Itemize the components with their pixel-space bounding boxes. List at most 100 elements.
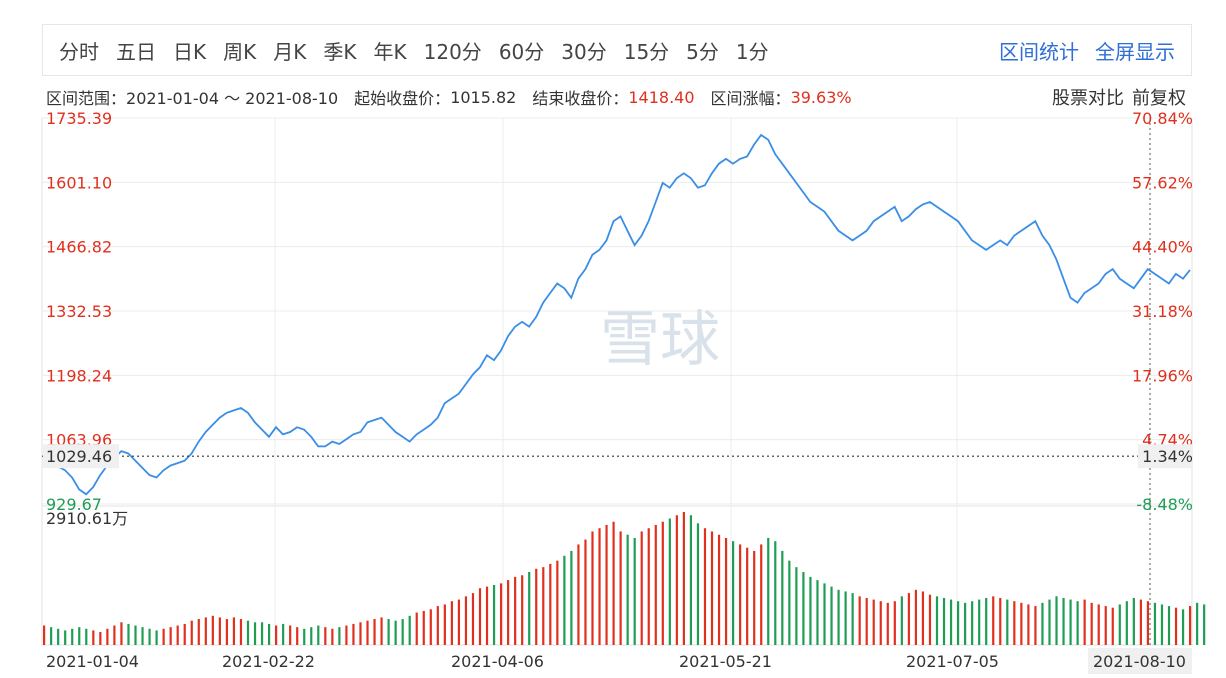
pct-tick-label: -8.48% xyxy=(1136,495,1193,514)
volume-bar xyxy=(282,623,285,645)
period-tab-4[interactable]: 月K xyxy=(273,39,307,64)
volume-bar xyxy=(190,620,193,645)
volume-bar xyxy=(450,601,453,645)
volume-bar xyxy=(879,601,882,645)
volume-bar xyxy=(1181,609,1185,645)
volume-bar xyxy=(703,528,707,645)
period-tab-5[interactable]: 季K xyxy=(323,39,357,64)
volume-bar xyxy=(999,597,1002,645)
range-value: 2021-01-04 ～ 2021-08-10 xyxy=(126,89,339,108)
period-tab-2[interactable]: 日K xyxy=(173,39,207,64)
start-close-value: 1015.82 xyxy=(450,87,517,107)
volume-bar xyxy=(1153,602,1157,645)
price-tick-label: 929.67 xyxy=(46,495,102,514)
volume-bar xyxy=(324,627,327,645)
volume-bar xyxy=(331,628,334,645)
volume-bar xyxy=(155,630,158,645)
volume-bar xyxy=(893,601,896,645)
end-close-label: 结束收盘价： xyxy=(532,89,629,108)
period-tab-6[interactable]: 年K xyxy=(373,39,407,64)
volume-bar xyxy=(1034,606,1037,645)
volume-bar xyxy=(50,627,53,645)
volume-bar xyxy=(204,617,207,645)
volume-bar xyxy=(1013,601,1016,645)
volume-bar xyxy=(303,628,306,645)
volume-bar xyxy=(535,568,538,645)
volume-bar xyxy=(1196,602,1199,645)
period-tab-3[interactable]: 周K xyxy=(223,39,257,64)
period-tab-12[interactable]: 1分 xyxy=(735,39,769,64)
volume-bar xyxy=(162,628,165,645)
volume-bar xyxy=(619,531,622,645)
volume-bar xyxy=(886,602,889,645)
volume-bar xyxy=(1132,597,1135,645)
volume-bar xyxy=(549,563,552,645)
volume-bar xyxy=(914,589,918,645)
volume-bar xyxy=(570,550,573,645)
volume-bar xyxy=(1069,599,1072,645)
pct-tick-label: 70.84% xyxy=(1132,109,1193,128)
price-tick-label: 1198.24 xyxy=(46,366,112,385)
volume-bar xyxy=(514,576,517,645)
volume-bar xyxy=(338,627,341,645)
ref-pct-label: 1.34% xyxy=(1142,447,1193,466)
period-tab-7[interactable]: 120分 xyxy=(423,39,482,64)
volume-bar xyxy=(176,625,179,645)
volume-bar xyxy=(858,596,861,645)
x-tick-label: 2021-01-04 xyxy=(46,652,139,671)
pct-tick-label: 17.96% xyxy=(1132,366,1193,385)
volume-bar xyxy=(928,594,932,645)
volume-bar xyxy=(183,623,186,645)
price-adjust-button[interactable]: 前复权 xyxy=(1132,88,1186,109)
volume-bar xyxy=(710,531,714,645)
volume-bar xyxy=(1189,606,1192,645)
volume-bar xyxy=(120,622,123,645)
volume-bar xyxy=(169,627,172,645)
volume-bar xyxy=(802,572,805,645)
volume-bar xyxy=(57,628,60,645)
volume-bar xyxy=(1076,601,1079,645)
volume-bar xyxy=(345,625,348,645)
change-label: 区间涨幅： xyxy=(710,89,791,108)
volume-bar xyxy=(753,550,756,645)
period-tab-10[interactable]: 15分 xyxy=(623,39,670,64)
x-tick-label: 2021-08-10 xyxy=(1093,652,1186,671)
x-tick-label: 2021-04-06 xyxy=(451,652,544,671)
volume-bar xyxy=(464,596,468,645)
volume-bar xyxy=(605,524,608,645)
x-tick-label: 2021-02-22 xyxy=(222,652,315,671)
price-tick-label: 1466.82 xyxy=(46,238,112,257)
change-value: 39.63% xyxy=(790,87,852,107)
volume-bar xyxy=(900,596,903,645)
volume-bar xyxy=(1139,599,1142,645)
volume-bar xyxy=(1104,606,1107,645)
x-tick-highlight xyxy=(1088,648,1192,674)
period-tab-9[interactable]: 30分 xyxy=(561,39,607,64)
fullscreen-button[interactable]: 全屏显示 xyxy=(1095,39,1175,64)
volume-bar xyxy=(64,630,67,645)
volume-bar xyxy=(232,617,236,645)
volume-bar xyxy=(978,599,981,645)
volume-bar xyxy=(612,521,615,645)
volume-bar xyxy=(521,575,524,645)
volume-bar xyxy=(1097,604,1100,645)
volume-bar xyxy=(935,596,939,645)
volume-bar xyxy=(1083,599,1086,645)
volume-bar xyxy=(992,596,995,645)
range-stats-button[interactable]: 区间统计 xyxy=(999,39,1079,64)
period-tab-11[interactable]: 5分 xyxy=(686,39,719,64)
volume-bar xyxy=(485,586,489,645)
period-toolbar: 分时 五日 日K 周K 月K 季K 年K 120分 60分 30分 15分 5分 1分 区间统计 全屏显示 xyxy=(42,24,1192,76)
volume-bar xyxy=(956,601,960,645)
volume-bar xyxy=(310,627,313,645)
period-tab-1[interactable]: 五日 xyxy=(116,39,156,64)
period-tab-0[interactable]: 分时 xyxy=(59,39,99,64)
volume-bar xyxy=(359,622,362,645)
stock-compare-button[interactable]: 股票对比 xyxy=(1052,88,1124,109)
volume-bar xyxy=(352,623,355,645)
price-tick-label: 1601.10 xyxy=(46,173,112,192)
volume-bar xyxy=(964,602,967,645)
x-tick-label: 2021-07-05 xyxy=(906,652,999,671)
period-tab-8[interactable]: 60分 xyxy=(498,39,545,64)
